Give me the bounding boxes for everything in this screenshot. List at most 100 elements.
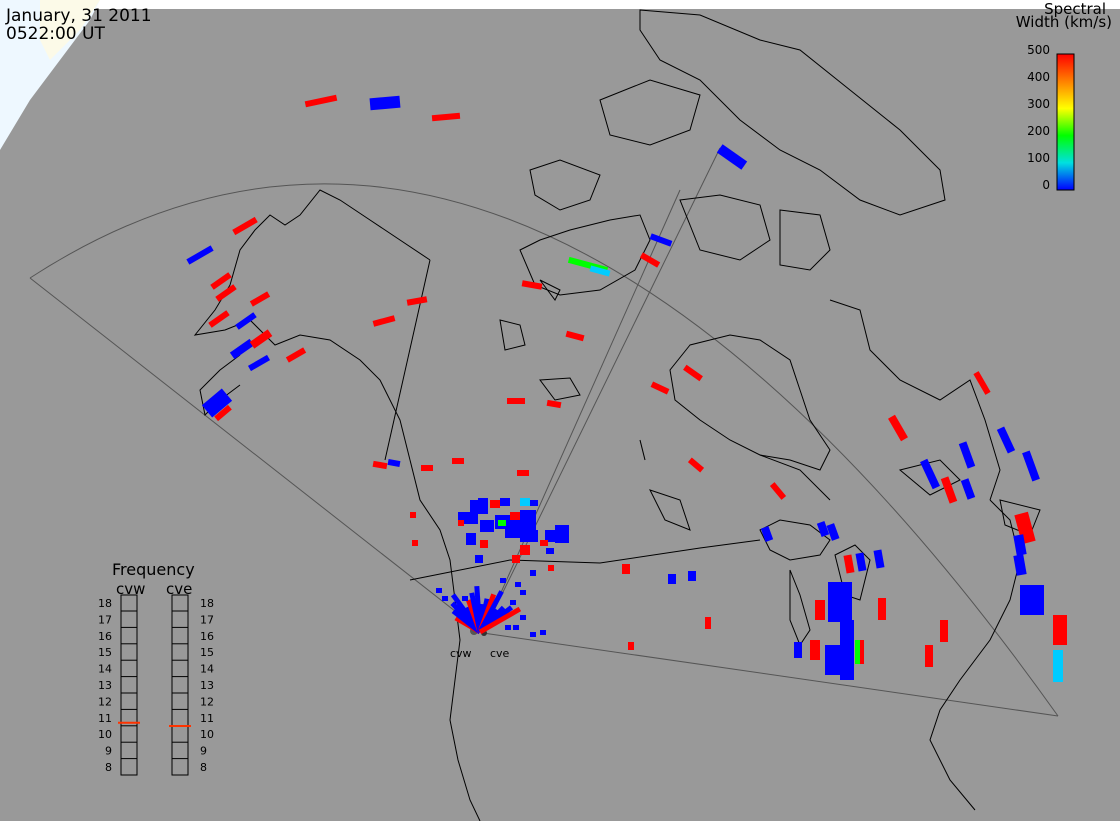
frequency-title: Frequency xyxy=(112,560,195,579)
echo-cell xyxy=(705,617,711,629)
colorbar-title-line1: Spectral xyxy=(1044,0,1106,18)
echo-cell xyxy=(517,470,529,476)
echo-cell xyxy=(369,95,401,111)
echo-cell xyxy=(520,615,526,620)
echo-cell xyxy=(628,642,634,650)
echo-cell xyxy=(530,570,536,576)
echo-cell xyxy=(249,329,273,349)
echo-cell xyxy=(235,312,257,330)
frequency-tick-label: 15 xyxy=(98,646,112,659)
echo-cell xyxy=(452,458,464,464)
echo-cell xyxy=(843,554,855,574)
echo-cell xyxy=(412,540,418,546)
frequency-scale-box xyxy=(120,594,138,776)
echo-cell xyxy=(1014,511,1036,545)
frequency-tick-label: 18 xyxy=(98,597,112,610)
frequency-tick-label: 11 xyxy=(200,712,214,725)
echo-cell xyxy=(372,315,396,327)
echo-cell xyxy=(285,347,307,363)
echo-cell xyxy=(540,630,546,635)
echo-cell xyxy=(186,245,214,265)
echo-cell xyxy=(208,310,230,328)
echo-cell xyxy=(565,330,585,342)
echo-cell xyxy=(816,521,830,537)
echo-cell xyxy=(210,272,232,290)
echo-cell xyxy=(421,465,433,471)
frequency-tick-label: 17 xyxy=(200,613,214,626)
colorbar-ticks: 500 400 300 200 100 0 xyxy=(1027,43,1050,192)
echo-cell xyxy=(442,596,448,601)
echo-cell xyxy=(1013,554,1027,576)
echo-cell xyxy=(1022,450,1040,482)
frequency-tick-label: 13 xyxy=(98,679,112,692)
echo-cell xyxy=(760,526,774,542)
top-border xyxy=(0,0,1120,9)
echo-cell xyxy=(826,523,840,541)
date-label: January, 31 2011 xyxy=(6,6,152,26)
echo-cell xyxy=(589,265,611,277)
echo-near-range xyxy=(478,606,522,635)
echo-cell xyxy=(940,620,948,642)
echo-cell xyxy=(215,284,237,302)
echo-cell xyxy=(873,549,885,569)
echo-cell xyxy=(925,645,933,667)
echo-cell xyxy=(688,571,696,581)
frequency-panel: 18 17 16 15 14 13 12 11 10 9 8 18 17 16 15 14 13 12 11 10 9 8 xyxy=(98,594,214,776)
echo-cell xyxy=(555,525,569,543)
frequency-tick-label: 14 xyxy=(200,663,214,676)
echo-cell xyxy=(683,364,703,382)
frequency-tick-label: 15 xyxy=(200,646,214,659)
frequency-tick-label: 17 xyxy=(98,613,112,626)
ice-region xyxy=(0,0,100,150)
echo-cell xyxy=(888,414,908,442)
frequency-tick-label: 18 xyxy=(200,597,214,610)
echo-cell xyxy=(513,625,519,630)
frequency-tick-label: 9 xyxy=(105,745,112,758)
frequency-tick-label: 16 xyxy=(98,630,112,643)
echo-cell xyxy=(794,642,802,658)
echo-cell xyxy=(840,620,854,680)
echo-cell xyxy=(940,476,958,504)
colorbar-tick-label: 500 xyxy=(1027,43,1050,57)
echo-cell xyxy=(458,520,464,526)
echo-cell xyxy=(920,458,940,490)
echo-cell xyxy=(201,388,233,418)
echo-cell xyxy=(372,460,388,470)
echo-cell xyxy=(500,578,506,583)
echo-cell xyxy=(649,233,673,247)
echo-cell xyxy=(480,520,494,532)
echo-cell xyxy=(668,574,676,584)
echo-cell xyxy=(387,459,401,467)
echo-cell xyxy=(507,398,525,404)
echo-cell xyxy=(520,545,530,555)
echo-cell xyxy=(521,280,543,290)
echo-cell xyxy=(510,600,516,605)
echo-cell xyxy=(520,590,526,595)
frequency-tick-label: 8 xyxy=(200,761,207,774)
frequency-tick-label: 10 xyxy=(200,728,214,741)
echo-cell xyxy=(622,564,630,574)
echo-cell xyxy=(515,582,521,587)
cvw-site-label: cvw xyxy=(450,647,472,660)
echo-cell xyxy=(520,510,536,530)
echo-cell xyxy=(546,548,554,554)
echo-cell xyxy=(1053,650,1063,682)
echo-cell xyxy=(815,600,825,620)
colorbar-tick-label: 100 xyxy=(1027,151,1050,165)
echo-cell xyxy=(960,478,976,500)
frequency-scale-box xyxy=(171,594,189,776)
echo-cell xyxy=(229,338,255,360)
frequency-cve-label: cve xyxy=(166,580,193,598)
echo-cell xyxy=(232,216,258,236)
echo-cell xyxy=(478,498,488,504)
echo-cell xyxy=(500,498,510,506)
frequency-tick-label: 16 xyxy=(200,630,214,643)
echo-cell xyxy=(431,112,461,122)
colorbar-tick-label: 0 xyxy=(1042,178,1050,192)
echo-cell xyxy=(480,540,488,548)
echo-cell xyxy=(530,500,538,506)
echo-cell xyxy=(512,555,520,563)
frequency-cvw-label: cvw xyxy=(116,580,146,598)
